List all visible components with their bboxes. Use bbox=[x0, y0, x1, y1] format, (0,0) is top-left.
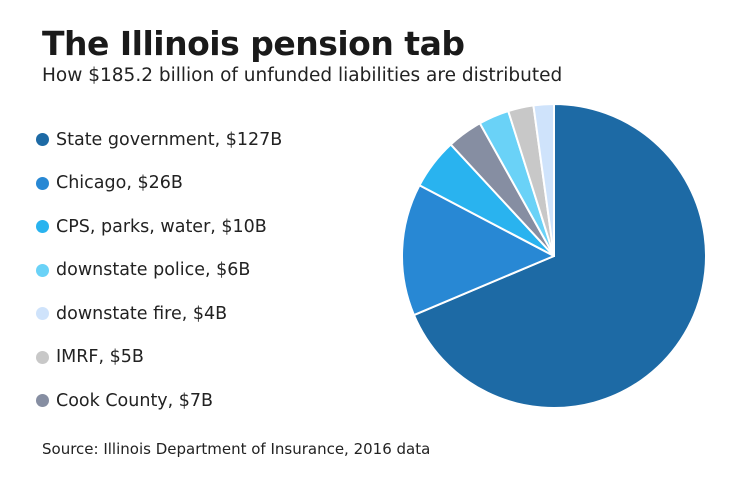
legend-label: CPS, parks, water, $10B bbox=[56, 216, 267, 237]
legend-swatch bbox=[36, 220, 49, 234]
legend: State government, $127B Chicago, $26B CP… bbox=[36, 118, 282, 423]
legend-swatch bbox=[36, 350, 49, 364]
legend-swatch bbox=[36, 394, 49, 408]
legend-item-cook-county: Cook County, $7B bbox=[36, 379, 282, 423]
legend-label: downstate fire, $4B bbox=[56, 303, 228, 324]
pie-slice-state-government bbox=[412, 103, 707, 409]
legend-item-cps-parks-water: CPS, parks, water, $10B bbox=[36, 205, 282, 249]
legend-label: Cook County, $7B bbox=[56, 390, 214, 411]
legend-swatch bbox=[36, 176, 49, 190]
chart-subtitle: How $185.2 billion of unfunded liabiliti… bbox=[42, 65, 563, 86]
legend-item-state-government: State government, $127B bbox=[36, 118, 282, 162]
legend-item-downstate-fire: downstate fire, $4B bbox=[36, 292, 282, 336]
legend-item-chicago: Chicago, $26B bbox=[36, 162, 282, 206]
legend-label: downstate police, $6B bbox=[56, 260, 251, 281]
legend-item-imrf: IMRF, $5B bbox=[36, 336, 282, 380]
chart-title: The Illinois pension tab bbox=[42, 24, 465, 63]
legend-label: State government, $127B bbox=[56, 129, 283, 150]
legend-label: IMRF, $5B bbox=[56, 347, 144, 368]
legend-swatch bbox=[36, 133, 49, 147]
legend-swatch bbox=[36, 307, 49, 321]
source-note: Source: Illinois Department of Insurance… bbox=[42, 440, 431, 458]
legend-swatch bbox=[36, 263, 49, 277]
legend-label: Chicago, $26B bbox=[56, 173, 183, 194]
pie-slice-chicago bbox=[401, 184, 555, 317]
legend-item-downstate-police: downstate police, $6B bbox=[36, 249, 282, 293]
pie-slice-downstate-fire bbox=[532, 103, 555, 257]
